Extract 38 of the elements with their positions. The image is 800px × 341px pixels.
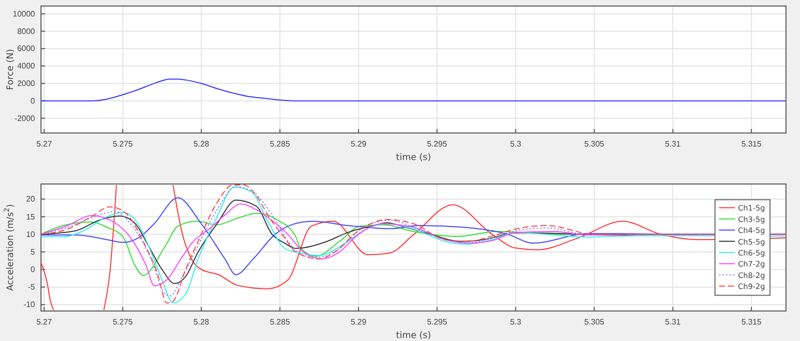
line-series — [41, 78, 786, 102]
x-tick-label: 5.29 — [350, 140, 367, 149]
y-tick-label: 0 — [30, 96, 36, 106]
y-tick-label: 20 — [26, 194, 36, 204]
x-tick-label: 5.3 — [510, 318, 522, 327]
x-tick-label: 5.28 — [194, 140, 210, 149]
y-tick-label: 4000 — [17, 62, 36, 71]
x-tick-label: 5.31 — [665, 140, 682, 149]
x-tick-label: 5.285 — [270, 140, 290, 149]
y-tick-label: 0 — [30, 265, 36, 274]
x-tick-label: 5.275 — [112, 140, 134, 149]
x-tick-label: 5.315 — [741, 140, 762, 149]
y-tick-label: 8000 — [17, 26, 36, 36]
x-axis-title: time (s) — [396, 153, 431, 163]
x-tick-label: 5.305 — [584, 318, 605, 327]
x-tick-label: 5.295 — [427, 140, 448, 149]
y-tick-label: 10000 — [12, 9, 36, 18]
y-tick-label: 15 — [26, 212, 36, 222]
y-tick-label: -10 — [23, 300, 36, 310]
y-tick-label: 10 — [26, 230, 36, 239]
x-tick-label: 5.315 — [741, 318, 762, 327]
y-axis-title: Force (N) — [6, 49, 16, 90]
y-tick-label: -5 — [28, 282, 36, 292]
y-tick-label: -2000 — [14, 114, 36, 123]
x-tick-label: 5.27 — [36, 318, 52, 327]
y-tick-label: 5 — [30, 247, 36, 256]
x-tick-label: 5.305 — [584, 140, 605, 149]
x-tick-label: 5.3 — [510, 140, 522, 149]
x-tick-label: 5.29 — [350, 318, 367, 327]
x-tick-label: 5.28 — [194, 318, 210, 327]
x-tick-label: 5.285 — [270, 318, 290, 327]
x-tick-label: 5.27 — [36, 140, 52, 149]
x-tick-label: 5.31 — [665, 318, 682, 327]
x-axis-title: time (s) — [396, 331, 431, 341]
x-tick-label: 5.295 — [427, 318, 448, 327]
y-tick-label: 2000 — [17, 78, 36, 88]
y-tick-label: 6000 — [17, 44, 36, 54]
x-tick-label: 5.275 — [112, 318, 134, 327]
